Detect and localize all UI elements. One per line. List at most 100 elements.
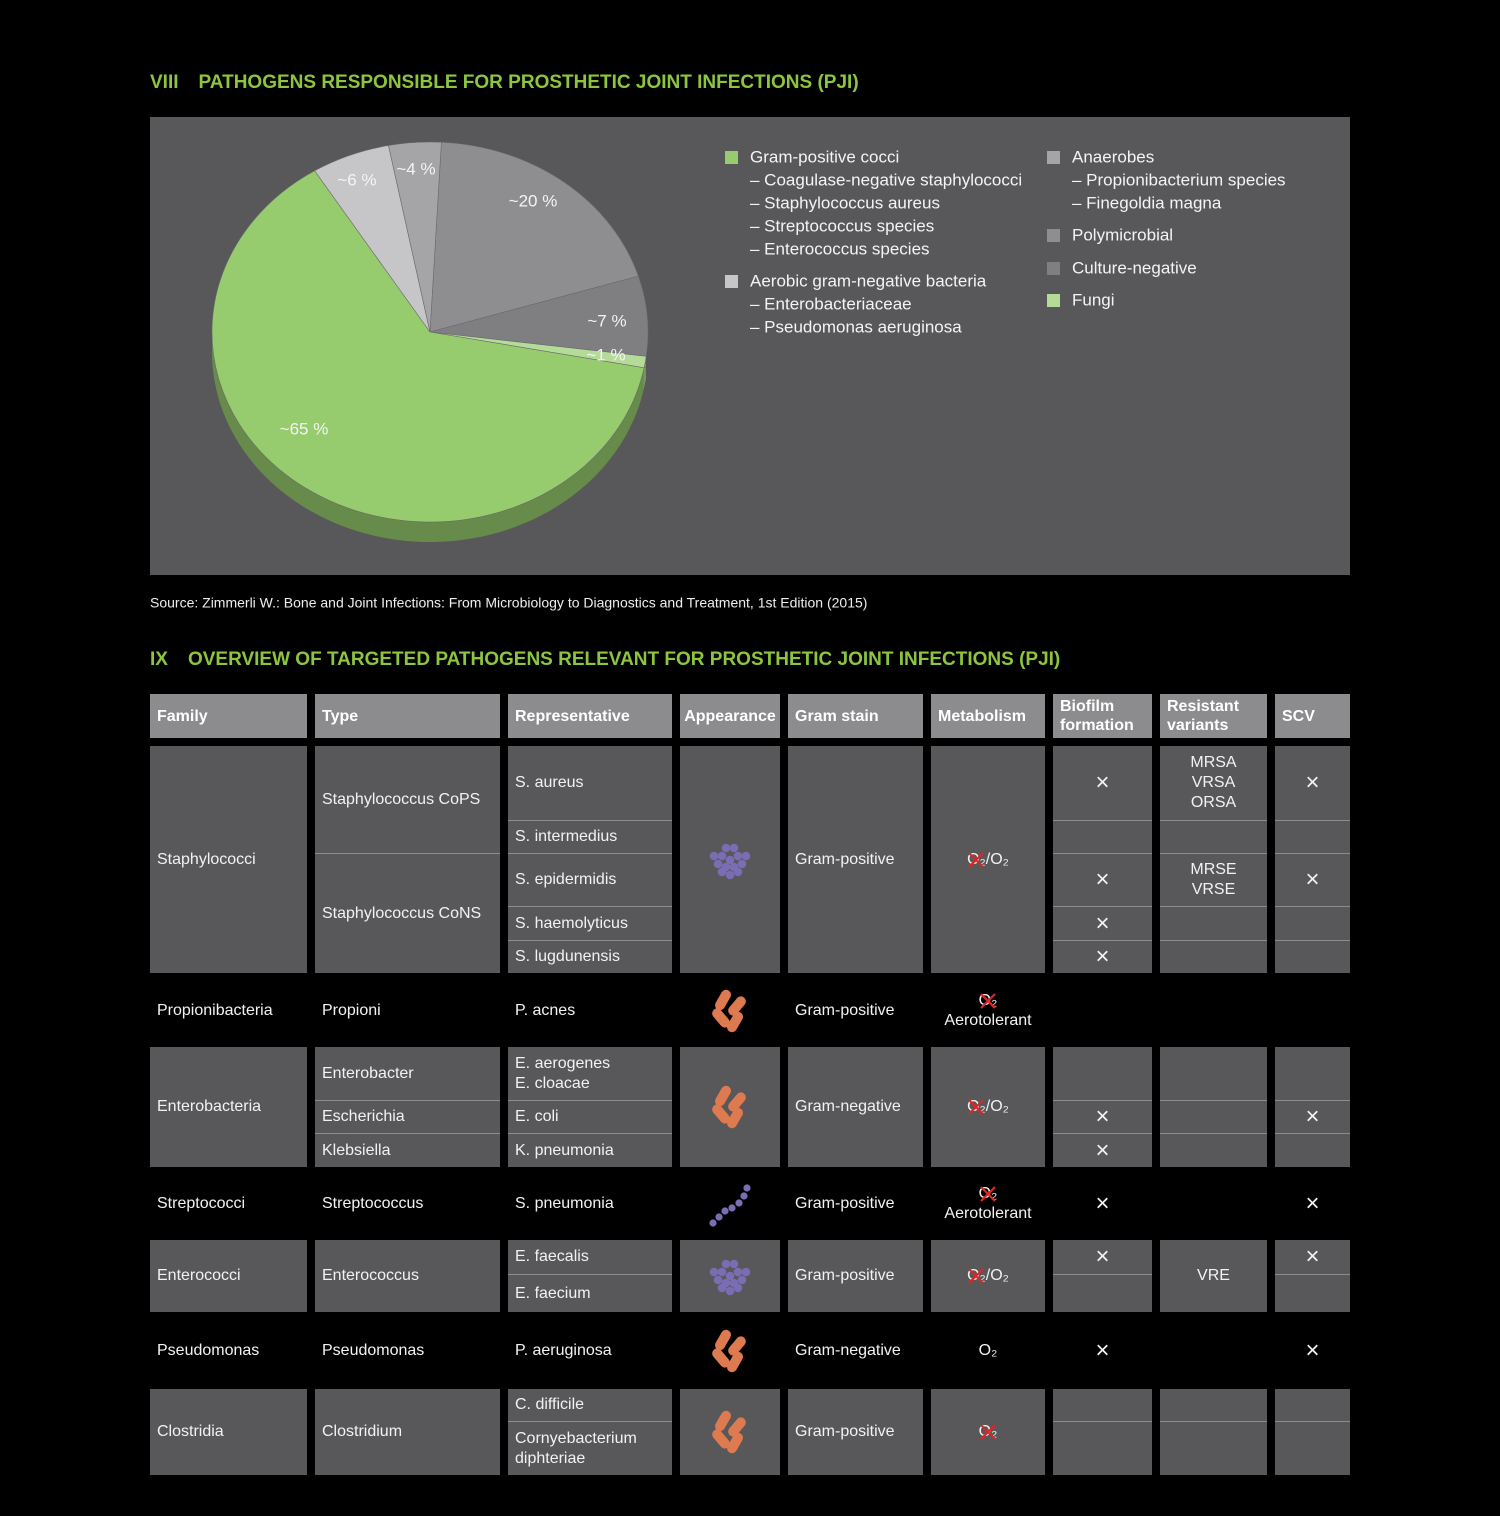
icon-shape: [709, 1267, 719, 1277]
resistant-cell: [1160, 1175, 1267, 1233]
cell-text: /: [985, 1267, 991, 1284]
value-label: ~4 %: [396, 159, 435, 178]
representative-cell: S. pneumonia: [508, 1175, 672, 1233]
appearance-icon: [709, 843, 751, 879]
biofilm-cell: [1053, 981, 1152, 1040]
appearance-cell: [680, 746, 780, 973]
family-cell: Pseudomonas: [150, 1320, 307, 1382]
value-label: ~1 %: [586, 345, 625, 364]
icon-shape: [715, 1213, 723, 1221]
resistant-cell: [1160, 820, 1267, 853]
cell-text: Enterobacteria: [157, 1098, 262, 1115]
cell-text: ×: [1305, 1243, 1320, 1270]
scv-cell: ×: [1275, 1175, 1350, 1233]
legend-label: Polymicrobial: [1072, 225, 1173, 244]
resistant-cell: [1160, 981, 1267, 1040]
cell-text: Gram stain: [795, 707, 879, 725]
representative-cell: E. faecalis: [508, 1240, 672, 1274]
legend-detail: – Streptococcus species: [750, 216, 934, 235]
type-cell: Enterococcus: [315, 1240, 500, 1312]
cell-text: ×: [1095, 909, 1110, 937]
cell-text: ×: [1305, 1103, 1320, 1130]
icon-shape: [728, 995, 746, 1016]
icon-shape: [727, 1432, 743, 1454]
cell-text: /: [985, 1098, 991, 1115]
appearance-cell: [680, 1389, 780, 1475]
scv-cell: ×: [1275, 1320, 1350, 1382]
value-label: ~65 %: [280, 419, 329, 438]
header-cell: Metabolism: [931, 694, 1045, 738]
representative-cell: S. aureus: [508, 746, 672, 820]
resistant-cell: VRE: [1160, 1240, 1267, 1312]
biofilm-cell: ×: [1053, 1133, 1152, 1167]
icon-shape: [729, 1259, 739, 1269]
cell-text: Klebsiella: [322, 1141, 391, 1159]
resistant-cell: [1160, 1421, 1267, 1475]
icon-shape: [740, 1192, 748, 1200]
legend-label: Gram-positive cocci: [750, 147, 899, 166]
cell-line: E. aerogenes: [515, 1054, 611, 1072]
source: Source: Zimmerli W.: Bone and Joint Infe…: [150, 595, 867, 611]
gram-cell: Gram-positive: [788, 1389, 923, 1475]
cell-text: SCV: [1282, 707, 1315, 725]
representative-cell: E. aerogenes E. cloacae: [508, 1047, 672, 1100]
cross-out: [979, 1424, 996, 1440]
metabolism-line: O₂/O₂: [967, 1097, 1009, 1117]
icon-shape: [728, 1336, 746, 1356]
icon-shape: [715, 1329, 731, 1351]
icon-shape: [709, 1219, 717, 1227]
icon-shape: [712, 1104, 730, 1124]
cell-text: Gram-positive: [795, 850, 895, 868]
gram-cell: Gram-negative: [788, 1320, 923, 1382]
scv-cell: [1275, 981, 1350, 1040]
biofilm-cell: ×: [1053, 906, 1152, 940]
cell-text: Resistant variants: [1167, 698, 1240, 734]
cell-text: ×: [1095, 1190, 1110, 1217]
cell-line: MRSA: [1190, 754, 1237, 771]
biofilm-cell: [1053, 1047, 1152, 1100]
legend-detail: – Propionibacterium species: [1072, 170, 1286, 189]
type-cell: Klebsiella: [315, 1133, 500, 1167]
legend-label: Fungi: [1072, 290, 1115, 309]
icon-shape: [721, 843, 731, 852]
metabolism-cell: O₂: [931, 1320, 1045, 1382]
representative-cell: S. intermedius: [508, 820, 672, 853]
cell-text: Aerotolerant: [944, 1205, 1032, 1222]
section-number: VIII: [150, 72, 179, 93]
cell-text: ×: [1305, 1337, 1320, 1364]
icon-shape: [728, 1092, 746, 1112]
biofilm-cell: ×: [1053, 940, 1152, 973]
resistant-cell: [1160, 906, 1267, 940]
cross-out-stroke: [979, 992, 996, 1009]
cross-out: [968, 1268, 984, 1284]
resistant-cell: [1160, 1389, 1267, 1421]
section-heading: IX OVERVIEW OF TARGETED PATHOGENS RELEVAN…: [150, 649, 1060, 671]
legend-swatch: [1047, 262, 1060, 275]
header-cell: SCV: [1275, 694, 1350, 738]
appearance-icon: [709, 1259, 751, 1296]
type-cell: Streptococcus: [315, 1175, 500, 1233]
representative-cell: C. difficile: [508, 1389, 672, 1421]
gram-cell: Gram-positive: [788, 746, 923, 973]
section-heading: VIII PATHOGENS RESPONSIBLE FOR PROSTHETIC…: [150, 72, 859, 94]
cell-text: Type: [322, 707, 359, 725]
header-cell: Type: [315, 694, 500, 738]
gram-cell: Gram-positive: [788, 981, 923, 1040]
metabolism-line: O₂: [979, 1184, 998, 1204]
resistant-cell: [1160, 1133, 1267, 1167]
header-cell: Gram stain: [788, 694, 923, 738]
cell-text: ×: [1095, 1136, 1110, 1164]
icon-shape: [717, 1267, 727, 1277]
icon-shape: [735, 1199, 743, 1207]
gram-cell: Gram-negative: [788, 1047, 923, 1167]
metabolism-line: O₂: [979, 1422, 998, 1442]
biofilm-cell: ×: [1053, 1320, 1152, 1382]
value-label: ~20 %: [509, 191, 558, 210]
icon-shape: [727, 1351, 743, 1373]
biofilm-cell: ×: [1053, 1175, 1152, 1233]
scv-cell: [1275, 1274, 1350, 1312]
family-cell: Enterobacteria: [150, 1047, 307, 1167]
header-cell: Resistant variants: [1160, 694, 1267, 738]
biofilm-cell: [1053, 820, 1152, 853]
icon-shape: [733, 1267, 743, 1277]
